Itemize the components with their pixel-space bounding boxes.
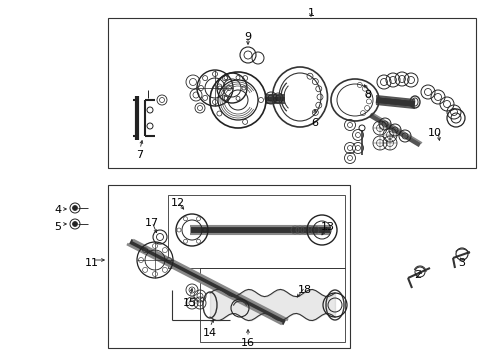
Text: 8: 8 [364, 90, 371, 100]
Text: 14: 14 [203, 328, 217, 338]
Text: 7: 7 [136, 150, 143, 160]
Text: 2: 2 [414, 270, 421, 280]
Text: 1: 1 [307, 8, 314, 18]
Text: 11: 11 [85, 258, 99, 268]
Text: 3: 3 [458, 258, 465, 268]
Text: 18: 18 [297, 285, 311, 295]
Text: 15: 15 [183, 298, 197, 308]
Bar [108, 18, 475, 168]
Bar [168, 195, 345, 268]
Text: 13: 13 [320, 222, 334, 232]
Text: 4: 4 [54, 205, 61, 215]
Text: 9: 9 [244, 32, 251, 42]
Bar [200, 268, 345, 342]
Text: 17: 17 [144, 218, 159, 228]
Text: 5: 5 [54, 222, 61, 232]
Bar [108, 185, 349, 348]
Circle shape [72, 206, 77, 211]
Text: 6: 6 [311, 118, 318, 128]
Circle shape [72, 221, 77, 226]
Text: 10: 10 [427, 128, 441, 138]
Text: 12: 12 [171, 198, 184, 208]
Text: 16: 16 [241, 338, 254, 348]
